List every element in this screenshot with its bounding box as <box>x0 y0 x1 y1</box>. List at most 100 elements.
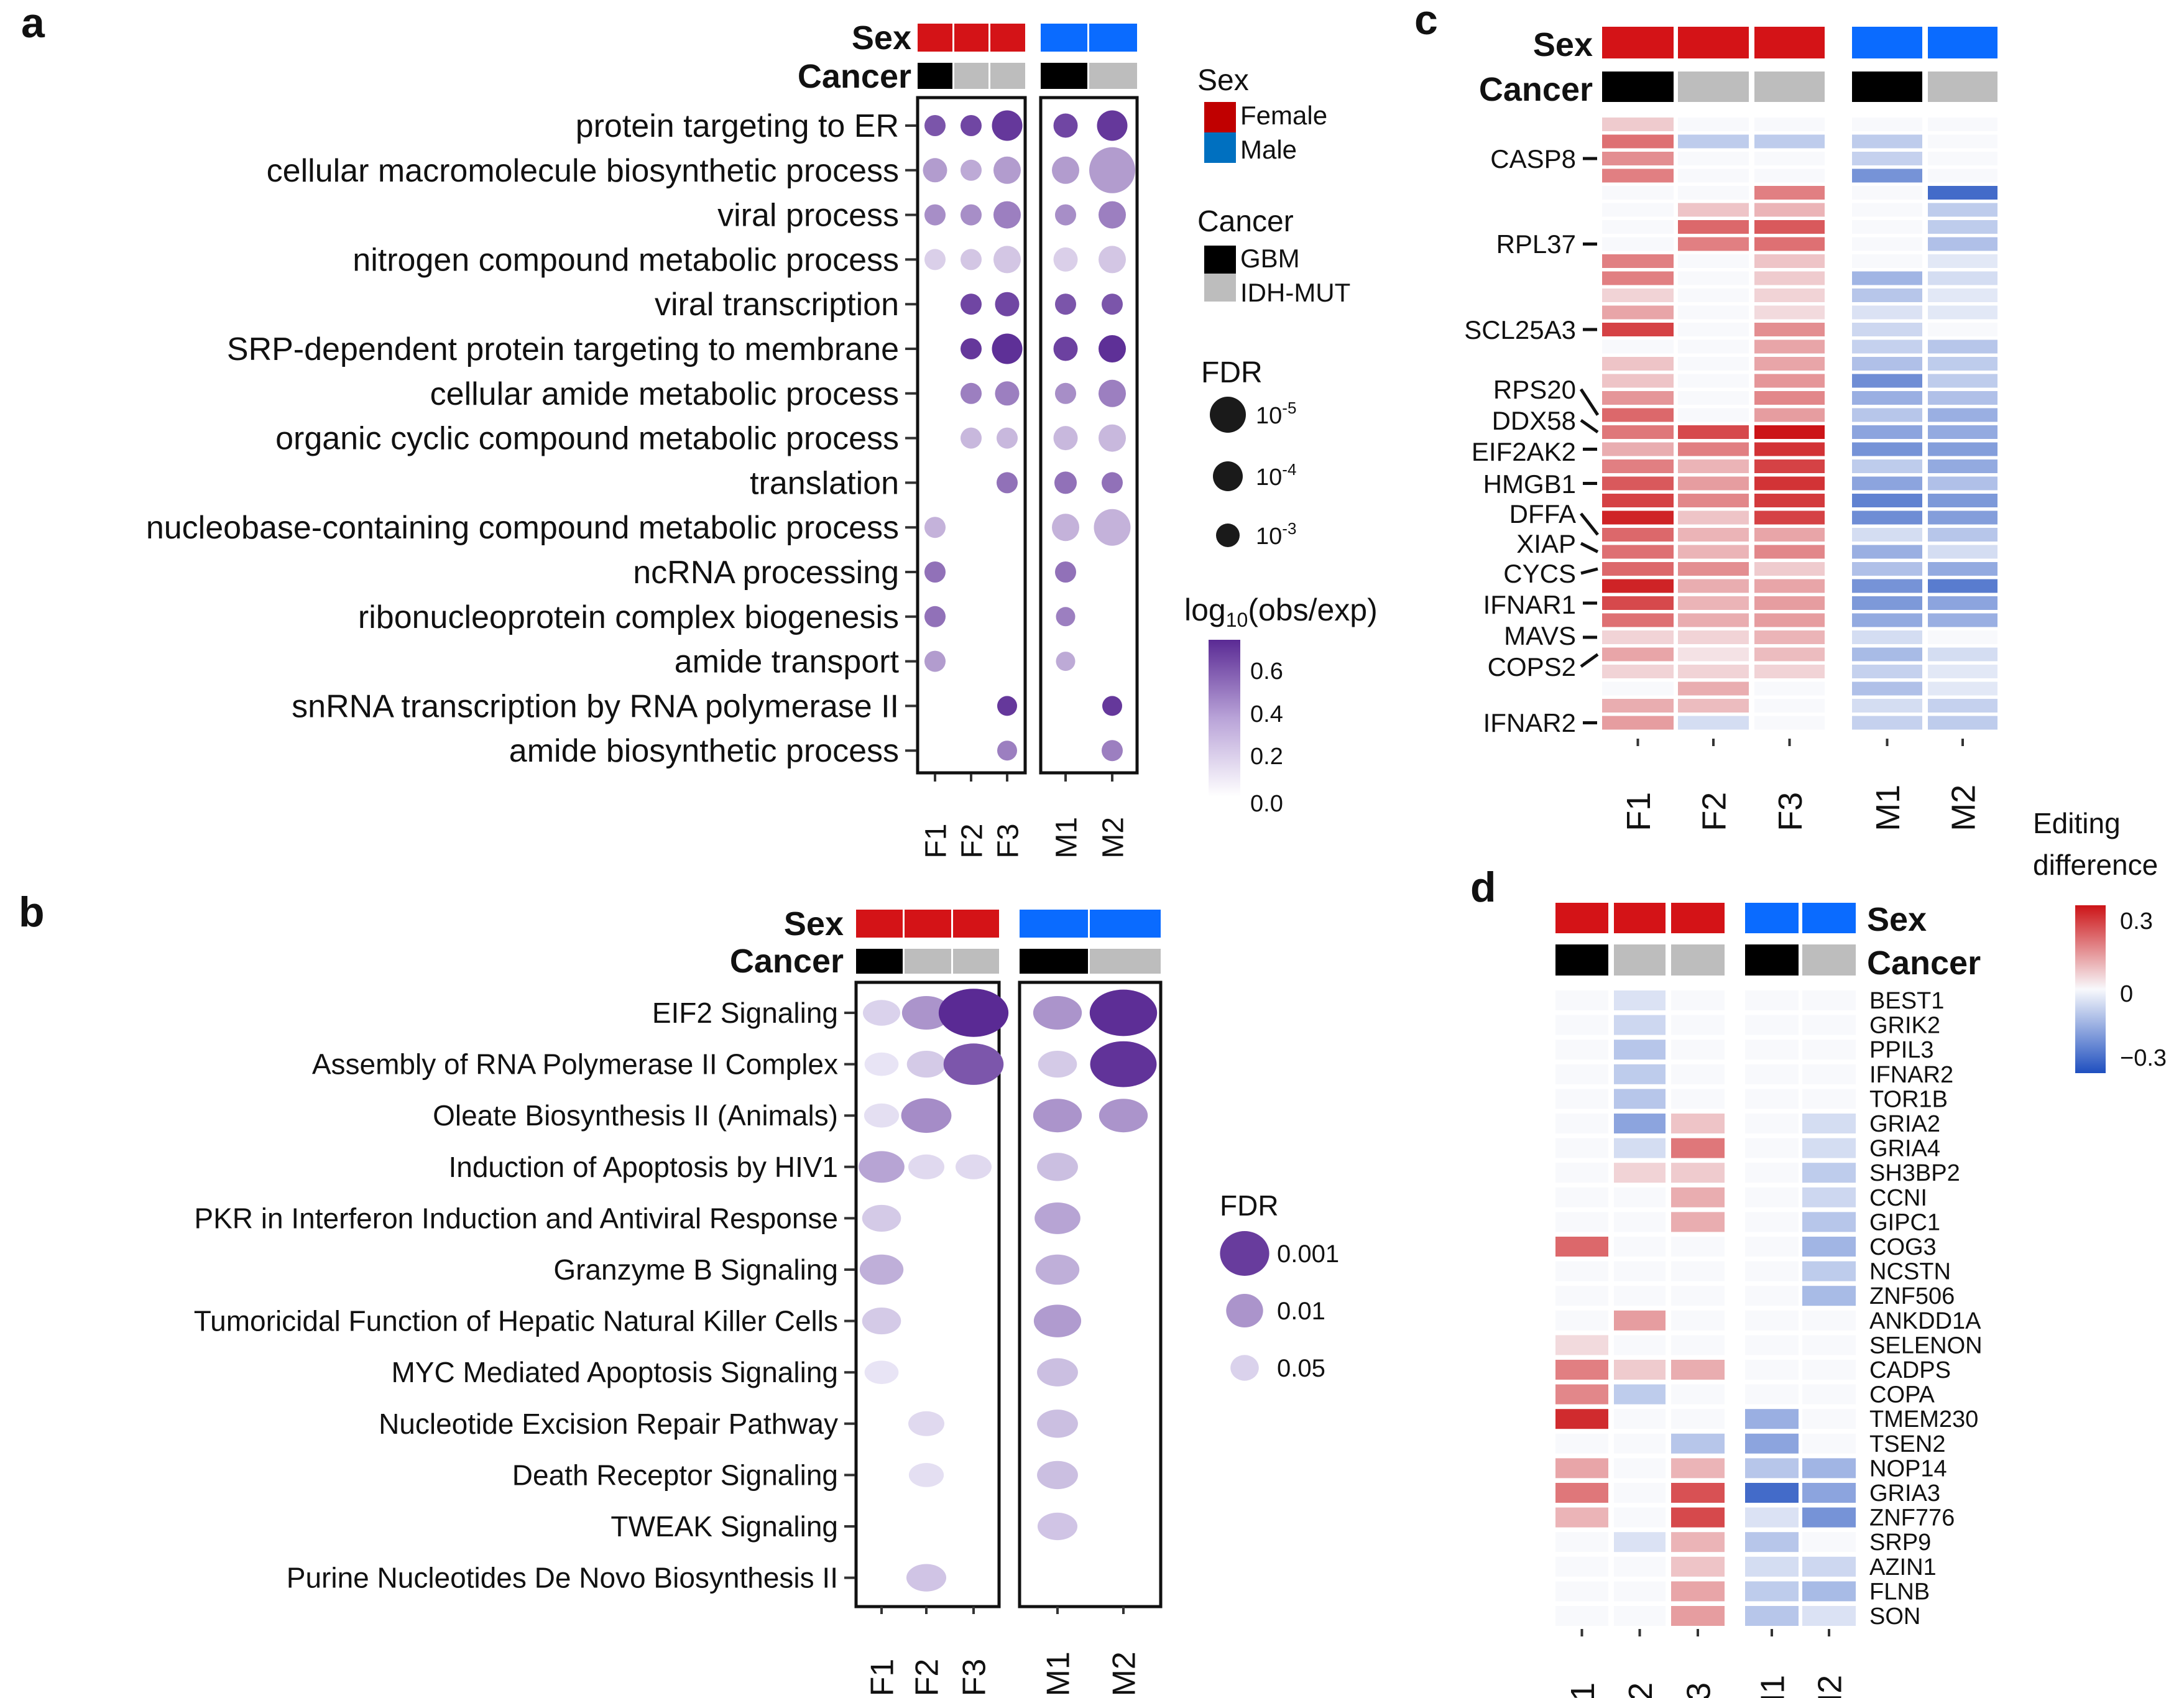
panel-a-legend-cancer-title: Cancer <box>1197 205 1294 238</box>
panel-b-sex-cell-F3 <box>953 910 999 938</box>
panel-d-heat-cell <box>1614 1163 1666 1183</box>
panel-c-heat-cell <box>1852 305 1922 320</box>
panel-d-heat-cell <box>1555 1237 1608 1257</box>
panel-c-heat-cell <box>1852 579 1922 593</box>
panel-d-gene-label: ANKDD1A <box>1869 1308 1981 1334</box>
panel-c-heat-cell <box>1602 323 1674 336</box>
panel-c-heat-cell <box>1852 408 1922 422</box>
panel-c-heat-cell <box>1852 134 1922 149</box>
panel-a-dot <box>961 204 982 226</box>
panel-a-dot <box>1099 246 1126 274</box>
panel-d-heat-cell <box>1614 1286 1666 1306</box>
panel-a-term-label: organic cyclic compound metabolic proces… <box>275 421 899 457</box>
panel-d-heat-cell <box>1802 1237 1856 1257</box>
panel-c-label-connector <box>1580 653 1599 668</box>
legend-idh-mut-label: IDH-MUT <box>1240 278 1350 307</box>
panel-c-heat-cell <box>1754 459 1825 473</box>
panel-d-heat-cell <box>1614 1310 1666 1331</box>
panel-d-gene-label: GRIK2 <box>1869 1013 1940 1039</box>
panel-d-heat-cell <box>1745 1261 1799 1281</box>
panel-d-heat-cell <box>1745 1040 1799 1060</box>
panel-c-heat-cell <box>1754 579 1825 593</box>
panel-c-heat-cell <box>1602 510 1674 525</box>
panel-c-heat-cell <box>1678 152 1749 165</box>
panel-a-term-label: ribonucleoprotein complex biogenesis <box>358 599 899 635</box>
panel-c-heat-cell <box>1754 647 1825 662</box>
panel-c-heat-cell <box>1602 186 1674 200</box>
panel-c-heat-cell <box>1928 699 1997 713</box>
panel-c-heat-cell <box>1928 630 1997 644</box>
panel-b-dot <box>1037 1358 1078 1387</box>
panel-d-heat-cell <box>1555 1384 1608 1405</box>
panel-c-heat-cell <box>1602 220 1674 234</box>
panel-c-heat-cell <box>1678 408 1749 422</box>
color-title-rest: (obs/exp) <box>1248 593 1377 627</box>
panel-d-heat-cell <box>1555 1433 1608 1454</box>
panel-c-heat-cell <box>1678 357 1749 371</box>
panel-d-heat-cell <box>1745 1335 1799 1355</box>
panel-c-heat-cell <box>1678 134 1749 149</box>
panel-a-dot <box>997 472 1018 494</box>
panel-c-heat-cell <box>1928 579 1997 593</box>
panel-d-heat-cell <box>1555 1015 1608 1035</box>
panel-c-heat-cell <box>1602 408 1674 422</box>
panel-d-heat-cell <box>1802 1507 1856 1528</box>
panel-d-heat-cell <box>1614 1114 1666 1133</box>
panel-b-dot <box>938 989 1009 1037</box>
panel-b-dot <box>1037 1460 1078 1490</box>
panel-c-heat-cell <box>1602 374 1674 388</box>
panel-c-heat-cell <box>1678 596 1749 610</box>
panel-d-heat-cell <box>1671 1261 1725 1281</box>
panel-b-dot <box>1037 1512 1078 1541</box>
panel-c-heat-cell <box>1754 271 1825 285</box>
panel-c-heat-cell <box>1678 220 1749 234</box>
panel-d-heat-cell <box>1555 1360 1608 1380</box>
panel-d-heat-cell <box>1745 1138 1799 1158</box>
panel-d-gene-label: GIPC1 <box>1869 1209 1940 1235</box>
panel-d-heat-cell <box>1802 1581 1856 1602</box>
panel-a-dot <box>961 115 982 136</box>
fdr-exponent: -5 <box>1282 399 1296 417</box>
panel-d-gene-label: GRIA3 <box>1869 1480 1940 1507</box>
panel-c-heat-cell <box>1678 579 1749 593</box>
panel-b-sex-cell-M2 <box>1090 910 1161 938</box>
panel-c-heat-cell <box>1602 613 1674 627</box>
panel-c-gene-label: DDX58 <box>1492 406 1576 435</box>
panel-d-heat-cell <box>1614 1556 1666 1577</box>
panel-d-heat-cell <box>1555 1286 1608 1306</box>
panel-d-heat-cell <box>1671 1138 1725 1158</box>
panel-d-heat-cell <box>1555 1187 1608 1207</box>
panel-a-dot <box>924 606 946 627</box>
panel-b-x-label-F3: F3 <box>957 1659 993 1697</box>
panel-d-heat-cell <box>1802 1409 1856 1429</box>
panel-d-heat-cell <box>1614 1187 1666 1207</box>
panel-a-dot <box>1055 382 1076 404</box>
panel-a-dot <box>992 110 1023 141</box>
panel-b-dot <box>906 1051 946 1078</box>
panel-d-heat-cell <box>1671 990 1725 1010</box>
panel-a-dot <box>1099 424 1126 452</box>
panel-d-sex-cell-F2 <box>1614 903 1666 933</box>
panel-d-heat-cell <box>1614 1409 1666 1429</box>
panel-d-heat-cell <box>1614 1335 1666 1355</box>
panel-d-gene-label: PPIL3 <box>1869 1037 1934 1063</box>
panel-c-heat-cell <box>1754 442 1825 456</box>
panel-c-gene-label: COPS2 <box>1488 652 1576 681</box>
panel-a-sex-cell-M2 <box>1089 24 1137 52</box>
panel-c-heat-cell <box>1678 613 1749 627</box>
panel-a-dot <box>924 204 946 226</box>
panel-d-heat-cell <box>1802 1163 1856 1183</box>
panel-d-heat-cell <box>1614 1384 1666 1405</box>
panel-d-gene-label: CCNI <box>1869 1185 1927 1211</box>
panel-b-pathway-label: Death Receptor Signaling <box>512 1459 838 1491</box>
panel-a-dot <box>961 427 982 449</box>
panel-letter-d: d <box>1470 864 1496 911</box>
panel-c-heat-cell <box>1852 613 1922 627</box>
panel-d-heat-cell <box>1614 1360 1666 1380</box>
panel-d-sex-cell-F3 <box>1671 903 1725 933</box>
panel-d-heat-cell <box>1745 1015 1799 1035</box>
panel-c-heat-cell <box>1602 494 1674 507</box>
panel-c-sex-cell-F2 <box>1678 27 1749 58</box>
panel-c-heat-cell <box>1754 630 1825 644</box>
